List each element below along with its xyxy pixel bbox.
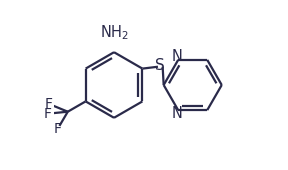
Text: N: N bbox=[172, 49, 183, 64]
Text: F: F bbox=[53, 122, 61, 137]
Text: S: S bbox=[155, 58, 165, 73]
Text: F: F bbox=[45, 97, 53, 111]
Text: F: F bbox=[43, 107, 51, 121]
Text: NH$_2$: NH$_2$ bbox=[100, 23, 128, 42]
Text: N: N bbox=[172, 106, 183, 121]
